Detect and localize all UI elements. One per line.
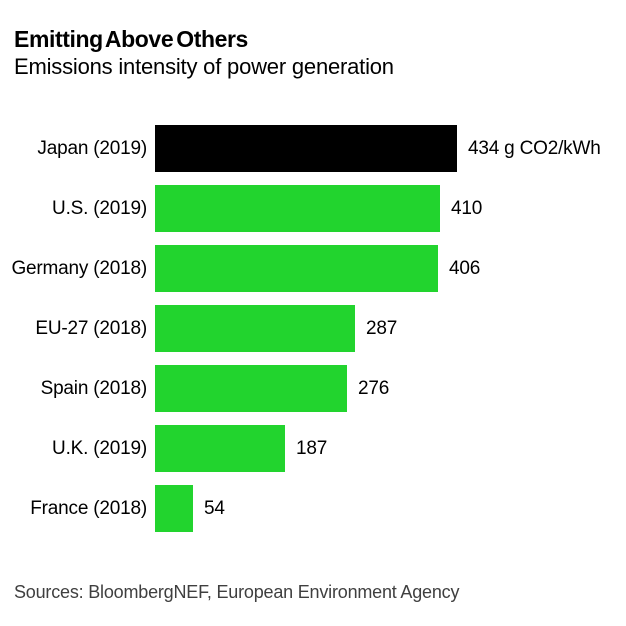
value-label: 434 g CO2/kWh [468,137,601,159]
value-label: 406 [449,257,481,279]
category-label: EU-27 (2018) [35,317,147,339]
chart-title: Emitting Above Others [14,26,248,52]
bar-row: Spain (2018) 276 [14,365,626,412]
bar-row: France (2018) 54 [14,485,626,532]
bar-chart: Japan (2019) 434 g CO2/kWh U.S. (2019) 410 G… [11,125,626,545]
bar-row: U.K. (2019) 187 [14,425,626,472]
bar-row: Japan (2019) 434 g CO2/kWh [14,125,626,172]
value-label: 54 [204,497,225,519]
chart-subtitle: Emissions intensity of power generation [14,54,394,79]
category-label: U.S. (2019) [52,197,147,219]
bar-row: EU-27 (2018) 287 [14,305,626,352]
bar [155,185,440,232]
value-label: 287 [366,317,398,339]
category-label: Germany (2018) [11,257,147,279]
bar-row: Germany (2018) 406 [11,245,626,292]
bar [155,485,193,532]
value-label: 276 [358,377,390,399]
sources-note: Sources: BloombergNEF, European Environm… [14,582,460,602]
category-label: U.K. (2019) [52,437,147,459]
category-label: Japan (2019) [37,137,147,159]
value-label: 187 [296,437,328,459]
bar [155,425,285,472]
bar-row: U.S. (2019) 410 [14,185,626,232]
bar [155,125,457,172]
category-label: Spain (2018) [40,377,148,399]
value-label: 410 [451,197,483,219]
category-label: France (2018) [30,497,147,519]
bar [155,365,347,412]
bar [155,245,438,292]
bar [155,305,355,352]
